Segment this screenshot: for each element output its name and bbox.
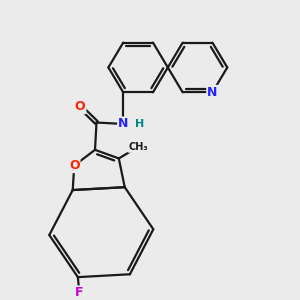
Text: N: N	[118, 118, 128, 130]
Text: H: H	[135, 119, 144, 129]
Text: N: N	[207, 86, 218, 99]
Text: F: F	[75, 286, 84, 299]
Text: O: O	[69, 159, 80, 172]
Text: O: O	[75, 100, 86, 113]
Text: CH₃: CH₃	[128, 142, 148, 152]
